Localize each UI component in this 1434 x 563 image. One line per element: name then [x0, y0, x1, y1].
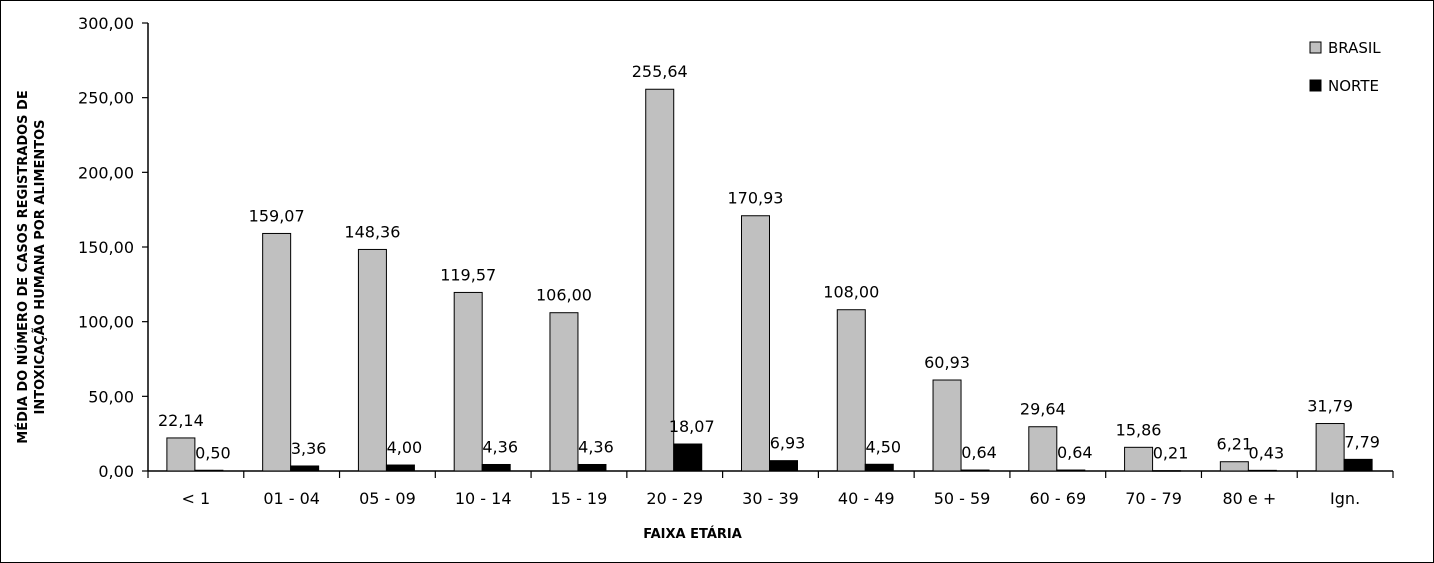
bar-norte [1152, 470, 1182, 472]
data-label-brasil: 22,14 [158, 411, 204, 430]
data-label-norte: 0,21 [1153, 444, 1189, 463]
bar-norte [385, 464, 415, 472]
data-label-norte: 0,64 [961, 443, 997, 462]
bar-norte [673, 443, 703, 472]
x-tick-label: 30 - 39 [742, 489, 799, 508]
bar-brasil [645, 88, 675, 472]
y-tick-label: 300,00 [78, 14, 134, 33]
data-label-norte: 0,64 [1057, 443, 1093, 462]
data-label-norte: 6,93 [770, 434, 806, 453]
legend-swatch-brasil [1309, 41, 1322, 54]
bar-brasil [549, 312, 579, 472]
bar-norte [1343, 458, 1373, 472]
data-label-norte: 18,07 [669, 417, 715, 436]
bar-norte [1056, 469, 1086, 472]
data-label-norte: 7,79 [1344, 432, 1380, 451]
y-tick-label: 50,00 [88, 387, 134, 406]
bar-norte [577, 463, 607, 472]
x-tick-label: 05 - 09 [359, 489, 416, 508]
data-label-brasil: 31,79 [1307, 397, 1353, 416]
legend-label-norte: NORTE [1328, 77, 1379, 95]
x-tick-label: 60 - 69 [1029, 489, 1086, 508]
y-tick-label: 200,00 [78, 163, 134, 182]
legend-label-brasil: BRASIL [1328, 39, 1381, 57]
data-label-brasil: 60,93 [924, 353, 970, 372]
x-axis-title: FAIXA ETÁRIA [643, 526, 742, 542]
y-axis-title-line: INTOXICAÇÃO HUMANA POR ALIMENTOS [32, 120, 48, 415]
data-label-brasil: 108,00 [823, 283, 879, 302]
bar-brasil [166, 437, 196, 472]
y-axis-title-line: MÉDIA DO NÚMERO DE CASOS REGISTRADOS DE [15, 90, 31, 443]
x-tick-label: 01 - 04 [263, 489, 320, 508]
y-tick-label: 0,00 [98, 462, 134, 481]
data-label-brasil: 15,86 [1116, 420, 1162, 439]
bar-brasil [836, 309, 866, 472]
legend-swatch-norte [1309, 79, 1322, 92]
bar-norte [864, 463, 894, 472]
data-label-norte: 0,50 [195, 443, 231, 462]
data-label-brasil: 29,64 [1020, 400, 1066, 419]
data-label-brasil: 159,07 [249, 206, 305, 225]
bar-brasil [262, 232, 292, 472]
x-tick-label: 70 - 79 [1125, 489, 1182, 508]
bar-brasil [1315, 423, 1345, 472]
data-label-norte: 4,00 [387, 438, 423, 457]
x-tick-label: 10 - 14 [455, 489, 512, 508]
bar-brasil [741, 215, 770, 472]
bar-brasil [932, 379, 962, 472]
data-label-brasil: 106,00 [536, 286, 592, 305]
data-label-brasil: 255,64 [632, 62, 688, 81]
x-tick-label: 20 - 29 [646, 489, 703, 508]
bar-norte [194, 469, 224, 472]
bar-norte [290, 465, 320, 472]
data-label-norte: 4,50 [865, 437, 901, 456]
x-tick-label: 15 - 19 [551, 489, 608, 508]
x-tick-label: 40 - 49 [838, 489, 895, 508]
bar-brasil [357, 248, 387, 472]
data-label-brasil: 119,57 [440, 265, 496, 284]
bar-norte [769, 460, 798, 472]
bar-brasil [1219, 461, 1249, 472]
y-tick-label: 150,00 [78, 238, 134, 257]
bar-norte [481, 463, 511, 472]
x-tick-label: < 1 [182, 489, 211, 508]
data-label-norte: 4,36 [482, 437, 518, 456]
bar-brasil [453, 291, 483, 472]
data-label-brasil: 148,36 [344, 222, 400, 241]
bar-norte [960, 469, 990, 472]
bar-brasil [1124, 446, 1154, 472]
data-label-norte: 4,36 [578, 437, 614, 456]
data-label-brasil: 170,93 [728, 189, 784, 208]
x-tick-label: 50 - 59 [934, 489, 991, 508]
data-label-brasil: 6,21 [1217, 435, 1253, 454]
y-tick-label: 250,00 [78, 89, 134, 108]
x-tick-label: 80 e + [1222, 489, 1276, 508]
data-label-norte: 0,43 [1249, 443, 1285, 462]
bar-norte [1247, 469, 1277, 472]
x-tick-label: Ign. [1330, 489, 1360, 508]
data-label-norte: 3,36 [291, 439, 327, 458]
y-tick-label: 100,00 [78, 313, 134, 332]
bar-brasil [1028, 426, 1058, 472]
